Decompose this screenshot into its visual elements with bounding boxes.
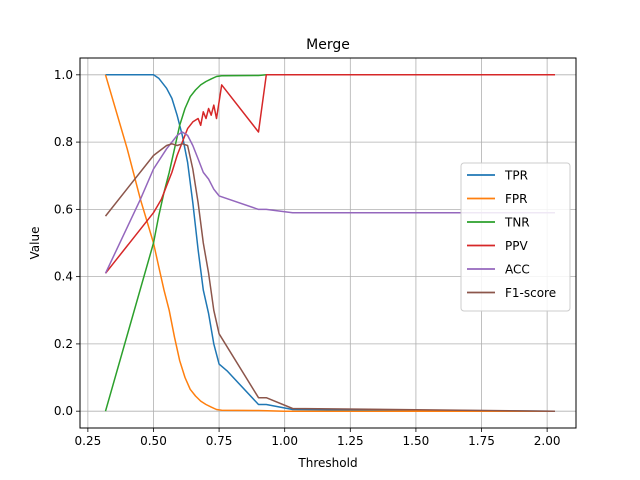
legend: TPR FPR TNR PPV ACC F1-score (460, 162, 571, 312)
chart-title: Merge (306, 37, 350, 53)
series-line-acc (104, 131, 555, 274)
x-tick-label: 2.00 (534, 434, 561, 448)
legend-label-ppv: PPV (505, 239, 528, 253)
y-tick-label: 0.8 (54, 135, 73, 149)
series-line-f1-score (104, 143, 556, 412)
x-tick-label: 0.75 (206, 434, 233, 448)
legend-label-tnr: TNR (504, 216, 530, 230)
x-tick-label: 0.50 (140, 434, 167, 448)
series-line-tpr (105, 74, 556, 412)
y-axis-ticks: 0.0 0.2 0.4 0.6 0.8 1.0 (54, 68, 80, 418)
y-tick-label: 0.2 (54, 337, 73, 351)
y-tick-label: 0.4 (54, 270, 73, 284)
y-tick-label: 0.6 (54, 202, 73, 216)
legend-box (460, 162, 571, 312)
x-tick-label: 0.25 (75, 434, 102, 448)
x-tick-label: 1.25 (337, 434, 364, 448)
axes-frame (79, 57, 577, 429)
legend-label-tpr: TPR (504, 169, 528, 183)
plot-series (104, 74, 556, 412)
y-axis-label: Value (28, 227, 42, 260)
x-axis-ticks: 0.25 0.50 0.75 1.00 1.25 1.50 1.75 2.00 (75, 428, 561, 448)
legend-label-fpr: FPR (505, 192, 527, 206)
legend-label-acc: ACC (505, 263, 530, 277)
legend-label-f1-score: F1-score (505, 286, 556, 300)
series-line-fpr (104, 74, 555, 412)
x-axis-label: Threshold (297, 456, 357, 470)
y-tick-label: 1.0 (54, 68, 73, 82)
x-tick-label: 1.75 (468, 434, 495, 448)
series-line-ppv (104, 74, 555, 274)
x-tick-label: 1.50 (403, 434, 430, 448)
x-tick-label: 1.00 (271, 434, 298, 448)
y-tick-label: 0.0 (54, 404, 73, 418)
